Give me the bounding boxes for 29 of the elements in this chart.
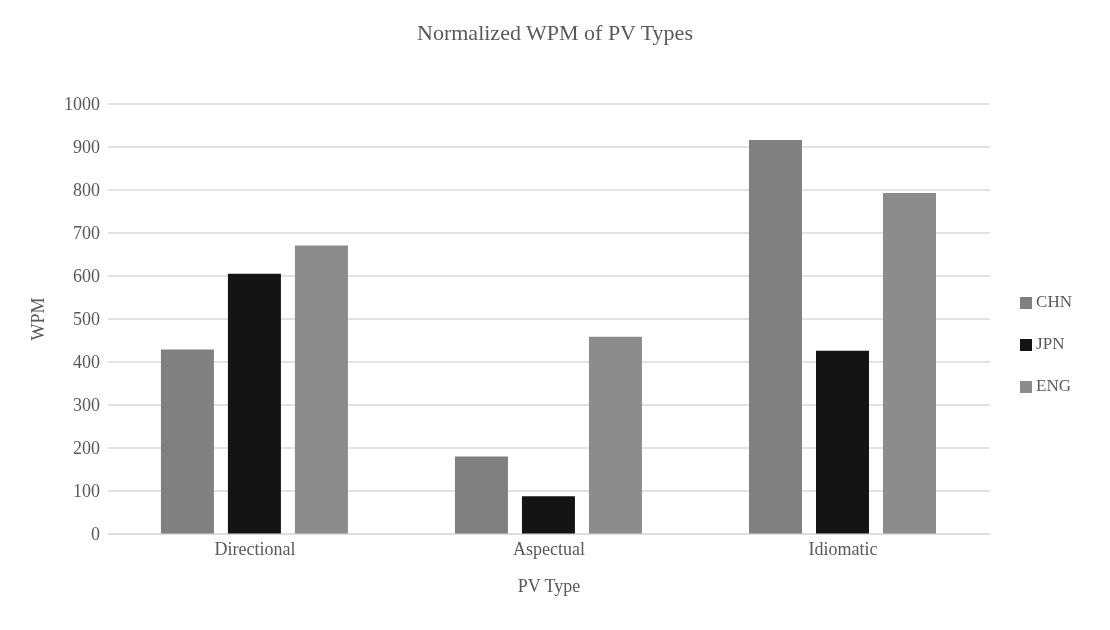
y-tick-label: 300 <box>73 395 100 416</box>
bar <box>521 496 575 534</box>
bar <box>815 350 869 534</box>
y-tick-label: 1000 <box>64 94 100 115</box>
legend-label: JPN <box>1036 334 1065 353</box>
y-tick-label: 900 <box>73 137 100 158</box>
x-axis-title: PV Type <box>517 576 581 596</box>
bar <box>748 140 802 534</box>
bar <box>882 193 936 534</box>
y-tick-label: 200 <box>73 438 100 459</box>
x-tick-label: Aspectual <box>513 538 586 559</box>
bar <box>160 349 214 534</box>
y-tick-label: 400 <box>73 352 100 373</box>
legend-label: ENG <box>1036 376 1072 395</box>
y-tick-label: 800 <box>73 180 100 201</box>
bar <box>454 456 508 534</box>
y-tick-label: 700 <box>73 223 100 244</box>
chart-title: Normalized WPM of PV Types <box>416 19 694 47</box>
x-tick-label: Idiomatic <box>808 538 878 559</box>
bar <box>294 245 348 534</box>
y-tick-label: 100 <box>73 481 100 502</box>
bar <box>227 273 281 534</box>
legend-label: CHN <box>1036 292 1072 311</box>
y-tick-label: 0 <box>91 524 100 545</box>
y-tick-label: 500 <box>73 309 100 330</box>
x-tick-label: Directional <box>214 538 296 559</box>
y-tick-label: 600 <box>73 266 100 287</box>
bar <box>588 336 642 534</box>
y-axis-title: WPM <box>28 297 49 341</box>
